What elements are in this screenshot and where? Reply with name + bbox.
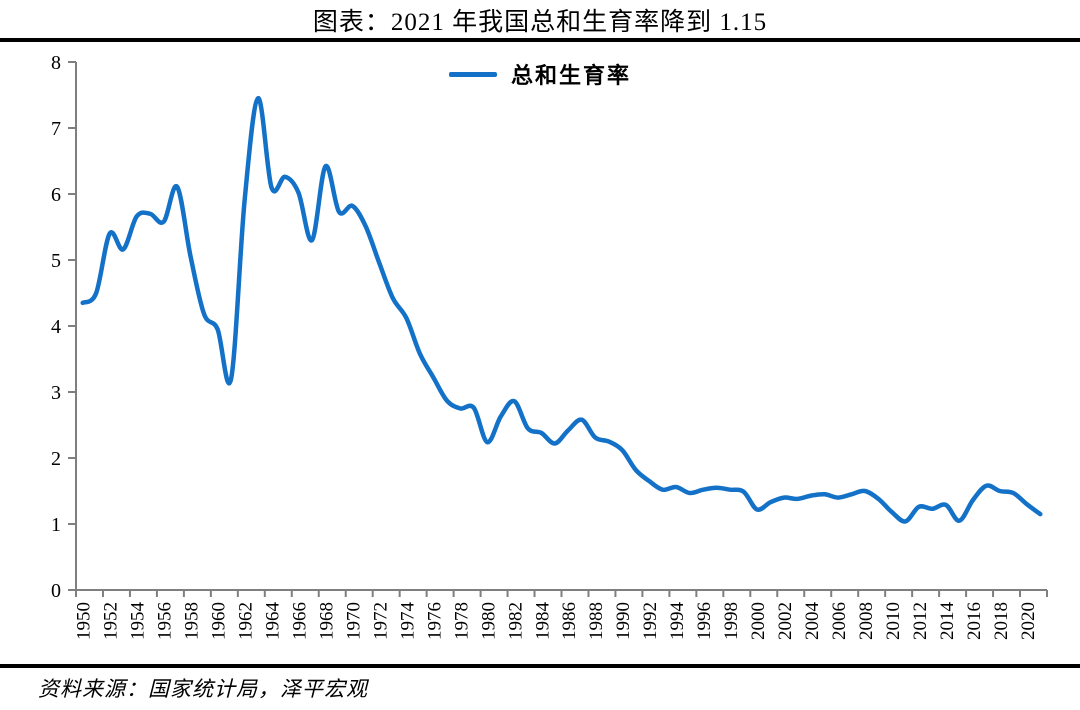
x-tick-label: 1962 [236,602,257,640]
x-tick-label: 1988 [586,602,607,640]
x-tick-label: 2020 [1018,602,1039,640]
x-tick-label: 1968 [316,602,337,640]
y-tick-label: 8 [51,52,61,74]
source-note: 资料来源：国家统计局，泽平宏观 [38,677,368,701]
x-tick-label: 1984 [532,602,553,641]
x-tick-label: 1972 [370,602,391,640]
x-tick-label: 2012 [910,602,931,640]
x-tick-label: 1970 [343,602,364,640]
x-tick-label: 2016 [964,602,985,640]
x-tick-label: 2008 [856,602,877,640]
x-tick-label: 2018 [991,602,1012,640]
x-tick-label: 1952 [101,602,122,640]
x-tick-label: 2010 [883,602,904,640]
chart-legend: 总和生育率 [0,60,1080,88]
x-tick-label: 1994 [667,602,688,641]
y-tick-label: 0 [51,580,61,602]
x-tick-label: 1976 [424,602,445,640]
x-tick-label: 1996 [694,602,715,640]
x-tick-label: 1990 [613,602,634,640]
x-tick-label: 1982 [505,602,526,640]
y-tick-label: 7 [51,118,61,140]
x-tick-label: 1954 [128,602,149,641]
x-tick-label: 1950 [74,602,95,640]
fertility-rate-chart: 0 1 2 3 4 5 6 7 8 1950 1952 1954 1956 1958 1960 1962 196… [51,52,1048,641]
x-tick-label: 2006 [829,602,850,640]
fertility-line [80,96,1043,524]
x-tick-label: 1980 [478,602,499,640]
x-tick-label: 2004 [802,602,823,641]
x-tick-label: 2002 [775,602,796,640]
chart-title: 图表：2021 年我国总和生育率降到 1.15 [312,9,768,36]
x-tick-label: 1986 [559,602,580,640]
y-tick-label: 5 [51,250,61,272]
legend-line-swatch [448,71,497,77]
y-tick-label: 2 [51,448,61,470]
legend-label: 总和生育率 [510,63,631,88]
x-tick-label: 1964 [263,602,284,641]
x-tick-label: 1956 [155,602,176,640]
y-tick-label: 4 [51,316,61,338]
title-divider [0,38,1080,42]
x-tick-label: 1998 [721,602,742,640]
y-tick-label: 3 [51,382,61,404]
footer-divider [0,664,1080,668]
x-tick-label: 1978 [451,602,472,640]
x-tick-label: 1966 [290,602,311,640]
y-tick-label: 1 [51,514,61,536]
x-tick-label: 1960 [209,602,230,640]
x-tick-label: 1958 [182,602,203,640]
x-tick-label: 2000 [748,602,769,640]
x-tick-label: 1992 [640,602,661,640]
x-tick-label: 1974 [397,602,418,641]
y-tick-label: 6 [51,184,61,206]
x-tick-label: 2014 [937,602,958,641]
